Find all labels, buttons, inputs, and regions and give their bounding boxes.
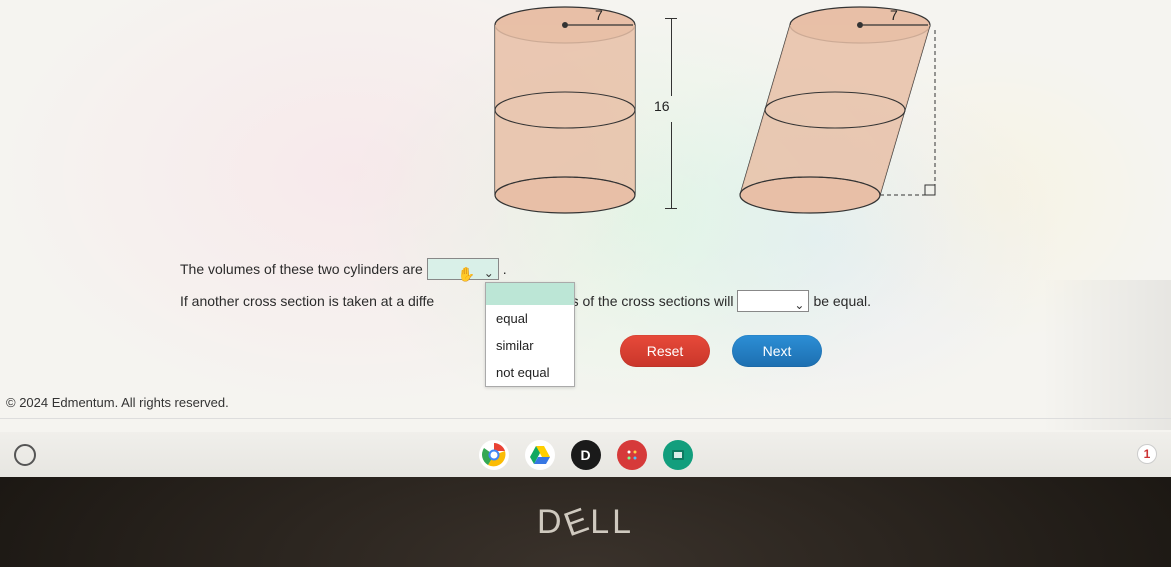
copyright-text: © 2024 Edmentum. All rights reserved. (6, 395, 229, 410)
q-line2-suffix: be equal. (813, 287, 871, 315)
option-not-equal[interactable]: not equal (486, 359, 574, 386)
launcher-icon[interactable] (14, 444, 36, 466)
q-line2-prefix: If another cross section is taken at a d… (180, 287, 434, 315)
laptop-bezel: DELL (0, 477, 1171, 567)
action-buttons: Reset Next (620, 335, 822, 367)
radius-label-2: 7 (890, 7, 898, 23)
background-edge (1041, 280, 1171, 430)
option-similar[interactable]: similar (486, 332, 574, 359)
next-button[interactable]: Next (732, 335, 822, 367)
volumes-dropdown[interactable]: ✋ (427, 258, 499, 280)
palette-icon[interactable] (617, 440, 647, 470)
dropdown-selected-blank[interactable] (486, 283, 574, 305)
volumes-dropdown-list: equal similar not equal (485, 282, 575, 387)
option-equal[interactable]: equal (486, 305, 574, 332)
chromeos-shelf: D 1 (0, 432, 1171, 477)
notification-badge[interactable]: 1 (1137, 444, 1157, 464)
q-line1-suffix: . (503, 255, 507, 283)
chrome-icon[interactable] (479, 440, 509, 470)
height-marker: 16 (660, 10, 700, 210)
height-label: 16 (654, 98, 670, 114)
drive-icon[interactable] (525, 440, 555, 470)
radius-label-1: 7 (595, 7, 603, 23)
footer-separator (0, 418, 1171, 419)
classroom-icon[interactable] (663, 440, 693, 470)
shelf-apps: D (479, 440, 693, 470)
question-block: The volumes of these two cylinders are ✋… (180, 255, 1000, 319)
upright-cylinder: 7 (480, 0, 650, 220)
oblique-cylinder: 7 (720, 0, 960, 225)
q-line1-prefix: The volumes of these two cylinders are (180, 255, 423, 283)
d-app-icon[interactable]: D (571, 440, 601, 470)
dell-logo: DELL (537, 503, 634, 542)
cursor-icon: ✋ (458, 260, 475, 288)
lesson-content: 7 16 7 The volumes (0, 0, 1171, 432)
areas-dropdown[interactable] (737, 290, 809, 312)
reset-button[interactable]: Reset (620, 335, 710, 367)
cylinder-figure: 7 16 7 (480, 0, 950, 230)
